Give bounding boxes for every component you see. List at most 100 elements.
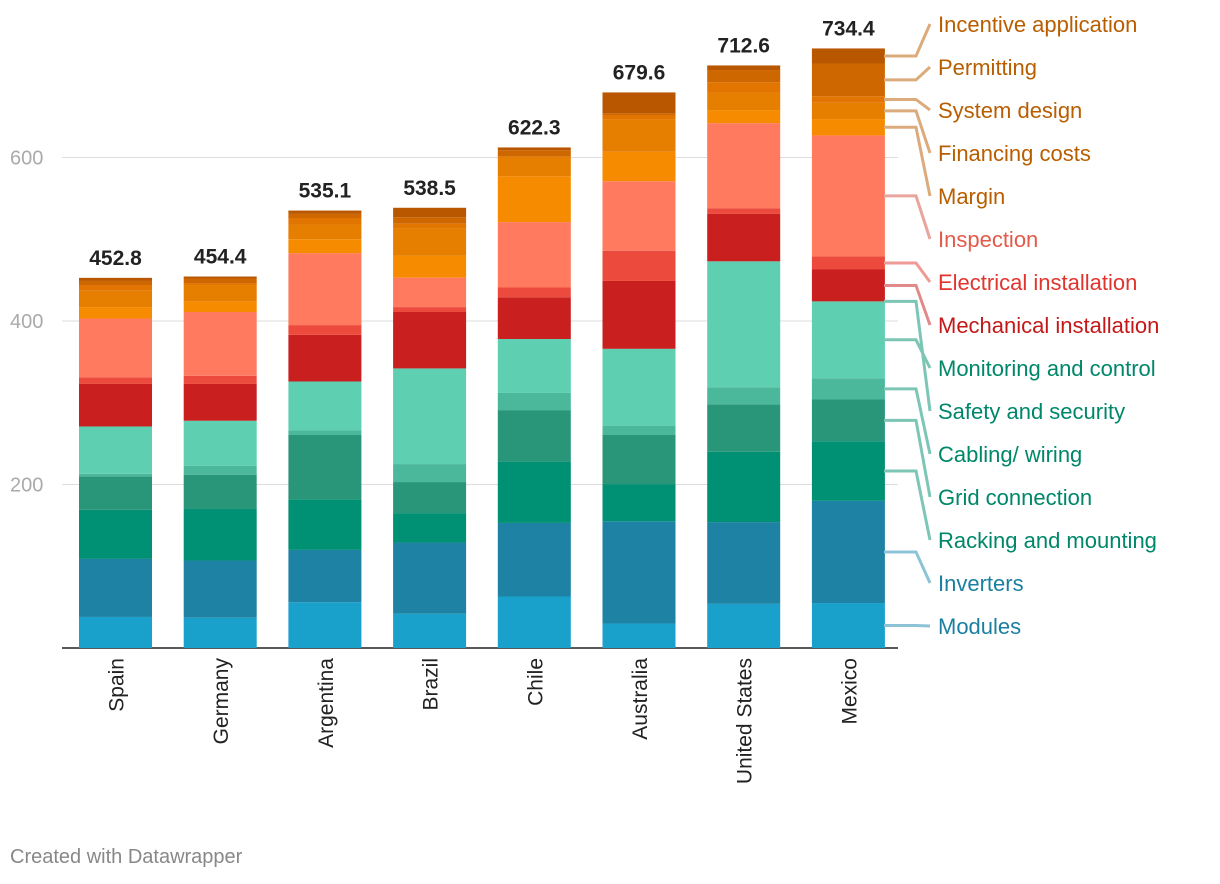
bar-australia-financing-costs (602, 119, 676, 152)
legend-label-margin: Margin (938, 184, 1005, 209)
y-tick-label-600: 600 (10, 148, 43, 170)
bar-australia-incentive-application (602, 92, 676, 114)
bar-argentina-modules (288, 602, 362, 648)
bar-argentina-system-design (288, 217, 362, 225)
bar-chile-monitoring-and-control (497, 338, 571, 393)
bar-australia-modules (602, 623, 676, 648)
bar-brazil-permitting (393, 217, 467, 224)
footer-credit: Created with Datawrapper (10, 846, 243, 868)
legend-connector-safety-and-security (884, 299, 932, 412)
bar-mexico-monitoring-and-control (811, 301, 885, 379)
legend-layer: Incentive application Permitting System de… (884, 12, 1159, 639)
bar-australia-inverters (602, 521, 676, 624)
bar-brazil-inspection (393, 277, 467, 308)
bar-argentina-cabling-wiring (288, 430, 362, 435)
bar-united-states-modules (707, 603, 781, 648)
bar-spain-inverters (79, 558, 152, 617)
bar-argentina-inspection (288, 253, 362, 326)
bar-argentina-permitting (288, 213, 362, 218)
bar-united-states-incentive-application (707, 65, 781, 71)
bar-united-states-permitting (707, 70, 781, 83)
bar-spain-system-design (79, 285, 152, 291)
legend-label-cabling-wiring: Cabling/ wiring (938, 442, 1082, 467)
bar-chile-incentive-application (497, 147, 571, 151)
bar-germany-inspection (183, 312, 257, 376)
bar-argentina-electrical-installation (288, 325, 362, 335)
bar-united-states-inverters (707, 522, 781, 604)
bar-chile-modules (497, 596, 571, 648)
legend-connector-inverters (884, 550, 932, 584)
bar-brazil-grid-connection (393, 482, 467, 514)
bar-germany-racking-and-mounting (183, 509, 257, 561)
bar-germany-inverters (183, 560, 257, 618)
total-label-australia: 679.6 (613, 61, 666, 84)
bar-mexico-incentive-application (811, 48, 885, 64)
bar-mexico-modules (811, 603, 885, 648)
legend-connector-racking-and-mounting (884, 469, 932, 541)
bar-chile-financing-costs (497, 156, 571, 177)
bar-chile-inverters (497, 522, 571, 597)
bars-layer (79, 48, 885, 648)
bar-germany-permitting (183, 278, 257, 284)
bar-germany-electrical-installation (183, 375, 257, 384)
legend-connector-incentive-application (884, 23, 932, 58)
category-label-germany: Germany (210, 658, 233, 745)
legend-label-safety-and-security: Safety and security (938, 399, 1125, 424)
bar-australia-margin (602, 151, 676, 182)
bar-brazil-inverters (393, 542, 467, 614)
bar-united-states-mechanical-installation (707, 213, 781, 262)
legend-label-racking-and-mounting: Racking and mounting (938, 528, 1157, 553)
bar-argentina-grid-connection (288, 434, 362, 500)
bar-mexico-racking-and-mounting (811, 441, 885, 501)
bar-australia-permitting (602, 113, 676, 115)
category-label-spain: Spain (106, 658, 129, 712)
legend-connector-system-design (884, 97, 931, 112)
bar-mexico-margin (811, 119, 885, 136)
bar-germany-modules (183, 617, 257, 648)
bar-germany-cabling-wiring (183, 465, 257, 475)
bar-united-states-monitoring-and-control (707, 261, 781, 388)
bar-mexico-permitting (811, 63, 885, 97)
bar-mexico-inspection (811, 135, 885, 257)
bar-united-states-electrical-installation (707, 208, 781, 214)
legend-connector-monitoring-and-control (884, 338, 932, 369)
bar-chile-racking-and-mounting (497, 461, 571, 523)
bar-spain-grid-connection (79, 476, 152, 510)
bar-brazil-system-design (393, 223, 467, 229)
total-label-chile: 622.3 (508, 116, 561, 139)
bar-germany-grid-connection (183, 474, 257, 510)
bar-australia-system-design (602, 114, 676, 120)
bar-australia-electrical-installation (602, 250, 676, 281)
legend-label-modules: Modules (938, 614, 1021, 639)
total-label-spain: 452.8 (89, 247, 142, 270)
bar-argentina-incentive-application (288, 210, 362, 214)
bar-brazil-incentive-application (393, 207, 467, 218)
legend-connector-financing-costs (884, 109, 932, 154)
legend-connector-cabling-wiring (884, 387, 932, 455)
legend-label-inverters: Inverters (938, 571, 1024, 596)
bar-australia-cabling-wiring (602, 425, 676, 435)
legend-label-incentive-application: Incentive application (938, 12, 1137, 37)
bar-united-states-margin (707, 110, 781, 124)
legend-label-system-design: System design (938, 98, 1082, 123)
total-label-germany: 454.4 (194, 246, 247, 269)
bar-argentina-margin (288, 239, 362, 254)
bar-germany-system-design (183, 283, 257, 286)
total-label-argentina: 535.1 (299, 180, 352, 203)
bar-mexico-financing-costs (811, 102, 885, 120)
bar-australia-monitoring-and-control (602, 348, 676, 426)
bar-united-states-grid-connection (707, 404, 781, 452)
legend-connector-mechanical-installation (884, 283, 932, 326)
bar-argentina-inverters (288, 549, 362, 603)
bar-brazil-electrical-installation (393, 307, 467, 313)
category-label-australia: Australia (629, 658, 652, 740)
bar-chile-cabling-wiring (497, 392, 571, 411)
bar-united-states-inspection (707, 123, 781, 209)
total-label-brazil: 538.5 (403, 177, 456, 200)
bar-mexico-grid-connection (811, 399, 885, 442)
legend-connector-margin (884, 125, 932, 197)
legend-label-permitting: Permitting (938, 55, 1037, 80)
legend-label-mechanical-installation: Mechanical installation (938, 313, 1159, 338)
category-label-mexico: Mexico (838, 658, 861, 725)
